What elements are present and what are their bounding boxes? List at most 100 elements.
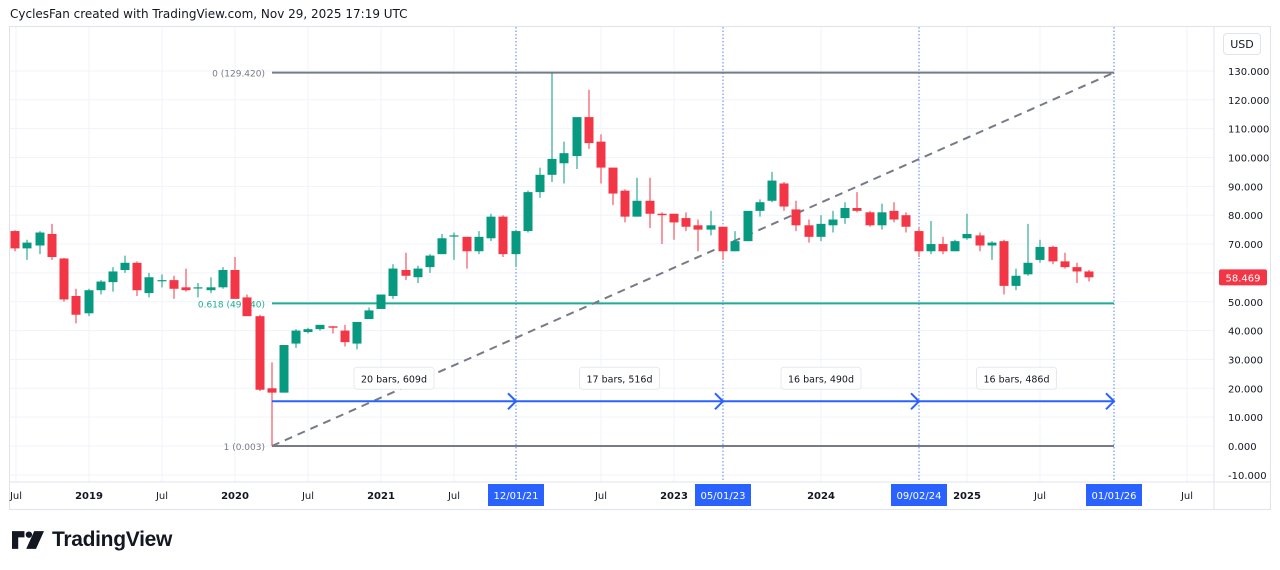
candle [144, 272, 154, 298]
candle [242, 294, 252, 317]
svg-text:Jul: Jul [594, 491, 607, 502]
tradingview-logo[interactable]: TradingView [12, 528, 172, 552]
svg-text:2025: 2025 [953, 491, 981, 502]
svg-text:70.000: 70.000 [1228, 240, 1263, 251]
candle [157, 274, 167, 288]
svg-text:30.000: 30.000 [1228, 355, 1263, 366]
chart-attribution: CyclesFan created with TradingView.com, … [10, 7, 408, 21]
svg-text:58.469: 58.469 [1226, 273, 1261, 284]
candle [999, 239, 1009, 295]
candle [486, 213, 496, 242]
candle [791, 200, 801, 232]
svg-text:40.000: 40.000 [1228, 327, 1263, 338]
svg-text:10.000: 10.000 [1228, 413, 1263, 424]
date-range-measure[interactable]: 17 bars, 516d [516, 366, 725, 410]
candle [498, 215, 508, 258]
fib-retracement[interactable]: 0 (129.420) 0.618 (49.440) 1 (0.003) [198, 70, 1114, 453]
candle [620, 189, 630, 223]
candle [376, 294, 386, 309]
candle [10, 230, 20, 252]
candle [71, 288, 81, 324]
svg-text:120.000: 120.000 [1228, 96, 1269, 107]
candle [901, 212, 911, 233]
price-axis[interactable]: 130.000 120.000 110.000 100.000 90.000 80.000… [1219, 67, 1269, 482]
candle [84, 288, 94, 317]
svg-text:0.000: 0.000 [1228, 442, 1257, 453]
candle [975, 232, 985, 252]
candle [22, 239, 32, 260]
candle [914, 228, 924, 258]
candle [816, 215, 826, 242]
candle [96, 280, 106, 295]
candle [657, 212, 667, 245]
svg-text:2019: 2019 [75, 491, 103, 502]
svg-text:09/02/24: 09/02/24 [897, 491, 942, 502]
candle [584, 89, 594, 149]
date-range-measure[interactable]: 20 bars, 609d [272, 366, 518, 410]
svg-text:Jul: Jul [1180, 491, 1193, 502]
candle [364, 307, 374, 320]
measure-label: 16 bars, 490d [788, 374, 854, 385]
candle [388, 264, 398, 299]
candle [462, 236, 472, 269]
candle [267, 362, 277, 446]
date-badge: 12/01/21 [488, 484, 544, 506]
candle [206, 277, 216, 294]
svg-text:2024: 2024 [807, 491, 835, 502]
svg-text:Jul: Jul [301, 491, 314, 502]
candle [632, 177, 642, 217]
candle [181, 268, 191, 292]
candle [877, 203, 887, 230]
candle [1023, 223, 1033, 276]
svg-text:90.000: 90.000 [1228, 182, 1263, 193]
candle [328, 326, 338, 334]
svg-text:2023: 2023 [660, 491, 688, 502]
date-badge: 01/01/26 [1086, 484, 1142, 506]
candle [437, 233, 447, 255]
candle [120, 255, 130, 273]
date-range-measure[interactable]: 16 bars, 486d [919, 366, 1116, 410]
candle [889, 202, 899, 223]
candle [169, 275, 179, 299]
candle [1048, 245, 1058, 265]
candle [804, 219, 814, 243]
candle [449, 232, 459, 260]
svg-text:2020: 2020 [221, 491, 249, 502]
svg-text:100.000: 100.000 [1228, 154, 1269, 165]
candle [59, 257, 69, 302]
vertical-date-markers [515, 27, 1115, 482]
candles [10, 72, 1094, 446]
time-axis[interactable]: Jul 2019 Jul 2020 Jul 2021 Jul Jul 2023 2024 2025 J… [9, 484, 1193, 506]
candle [767, 171, 777, 203]
candle [193, 282, 203, 298]
currency-button[interactable]: USD [1223, 33, 1261, 55]
date-range-measurements[interactable]: 20 bars, 609d 17 bars, 516d 16 bars, 490d 1… [272, 366, 1116, 410]
candle [828, 210, 838, 233]
svg-text:20.000: 20.000 [1228, 384, 1263, 395]
svg-text:Jul: Jul [447, 491, 460, 502]
svg-text:0 (129.420): 0 (129.420) [212, 70, 265, 80]
candle [47, 223, 57, 260]
candle [596, 134, 606, 184]
measure-label: 20 bars, 609d [361, 374, 427, 385]
candle [511, 229, 521, 268]
candle [743, 210, 753, 242]
date-badge: 05/01/23 [695, 484, 751, 506]
svg-text:12/01/21: 12/01/21 [494, 491, 539, 502]
candle [535, 167, 545, 198]
svg-text:2021: 2021 [367, 491, 395, 502]
candle [718, 226, 728, 260]
candle [303, 327, 313, 334]
candle [681, 212, 691, 232]
date-range-measure[interactable]: 16 bars, 490d [723, 366, 921, 410]
candle [572, 117, 582, 170]
candle [255, 314, 265, 392]
svg-text:Jul: Jul [1033, 491, 1046, 502]
candle [413, 265, 423, 283]
chart-frame [9, 26, 1271, 510]
candle [523, 190, 533, 233]
candle [926, 220, 936, 255]
candle [218, 267, 228, 289]
candle [987, 241, 997, 260]
